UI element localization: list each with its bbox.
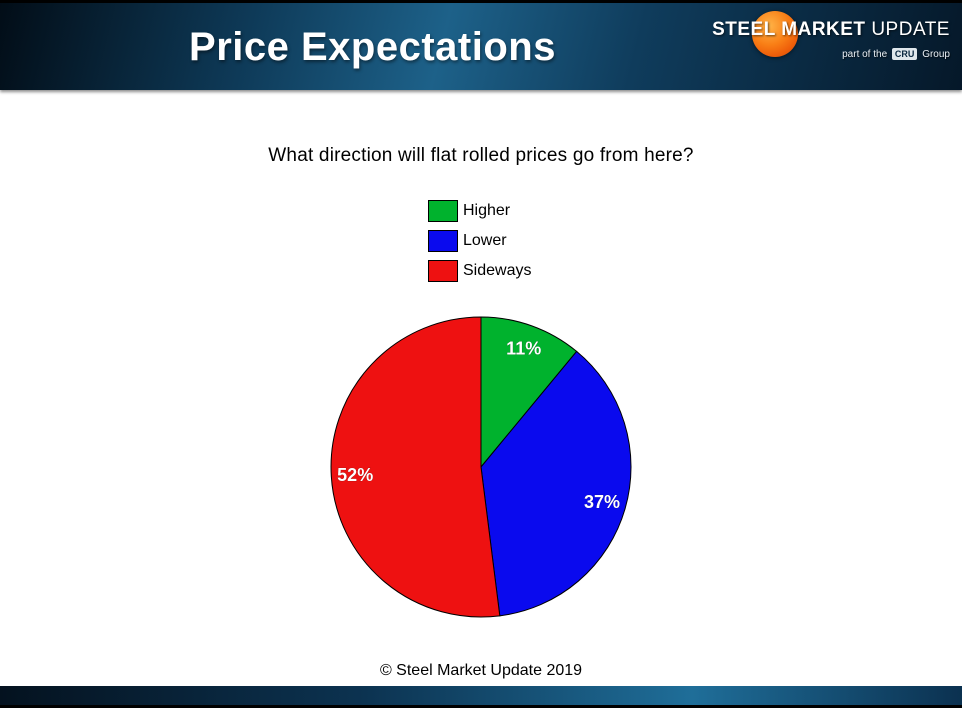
pie-value-label-higher: 11% [506, 338, 541, 358]
logo-sun-icon [752, 11, 798, 57]
bottom-bar [0, 686, 962, 708]
legend-item-higher: Higher [428, 200, 531, 222]
legend-swatch-higher [428, 200, 458, 222]
legend-swatch-lower [428, 230, 458, 252]
chart-legend: Higher Lower Sideways [428, 200, 531, 290]
tagline-suffix: Group [922, 49, 950, 60]
legend-item-sideways: Sideways [428, 260, 531, 282]
legend-swatch-sideways [428, 260, 458, 282]
chart-title: What direction will flat rolled prices g… [268, 145, 694, 166]
smu-logo: STEEL MARKET UPDATE part of the CRU Grou… [712, 11, 950, 77]
legend-item-lower: Lower [428, 230, 531, 252]
pie-slice-sideways [330, 316, 501, 618]
header-bar: Price Expectations STEEL MARKET UPDATE p… [0, 0, 962, 90]
legend-label: Lower [463, 232, 507, 249]
pie-value-label-sideways: 52% [337, 465, 373, 485]
pie-slice-lower [480, 350, 632, 617]
tagline-prefix: part of the [842, 49, 888, 60]
logo-word-update: UPDATE [871, 19, 950, 40]
pie-value-label-lower: 37% [584, 492, 620, 512]
logo-word-steel: STEEL [712, 19, 776, 40]
logo-tagline: part of the CRU Group [712, 48, 950, 60]
pie-chart: 11% 37% 52% [330, 316, 632, 618]
logo-wordmark: STEEL MARKET UPDATE [712, 19, 950, 41]
legend-label: Sideways [463, 262, 532, 279]
logo-word-market: MARKET [781, 19, 866, 40]
cru-badge: CRU [891, 48, 918, 60]
copyright-footer: © Steel Market Update 2019 [379, 662, 583, 679]
pie-slice-higher [480, 316, 578, 469]
legend-label: Higher [463, 202, 511, 219]
slide-title: Price Expectations [189, 25, 556, 69]
pie-chart-container: 11% 37% 52% [326, 312, 636, 622]
